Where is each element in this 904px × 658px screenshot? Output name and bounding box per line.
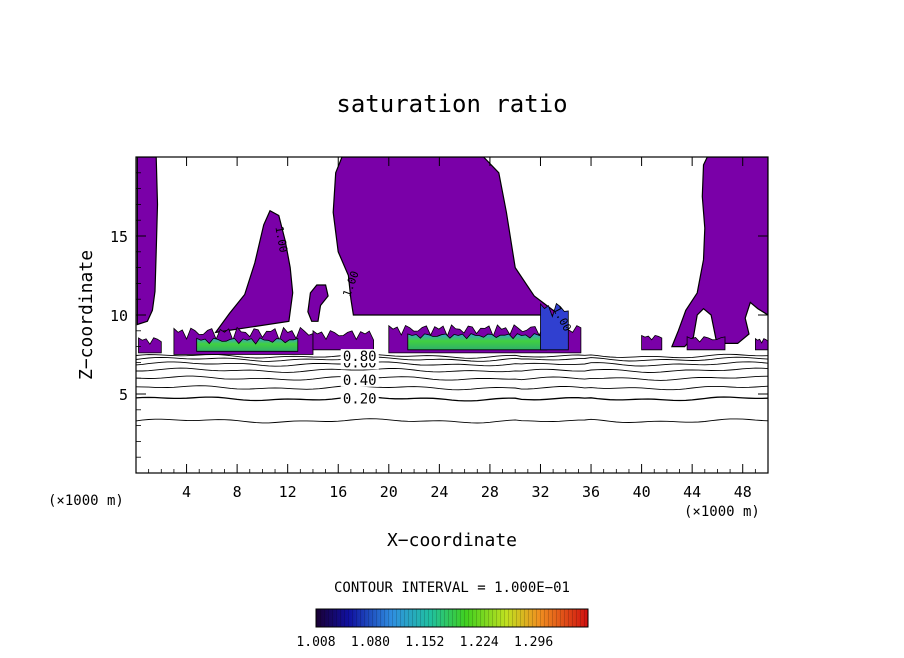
colorbar-ticks (316, 609, 588, 627)
contour-label-bg (340, 349, 379, 364)
contour-line (136, 353, 768, 359)
saturated-region (307, 284, 329, 322)
colorbar-label: 1.224 (460, 635, 499, 650)
y-tick-label: 5 (119, 386, 128, 404)
contour-line (136, 367, 768, 373)
x-unit-right: (×1000 m) (684, 504, 760, 520)
x-tick-label: 12 (279, 483, 297, 501)
x-tick-label: 20 (380, 483, 398, 501)
saturated-region (136, 157, 159, 326)
cloud-core (540, 302, 569, 351)
y-tick-label: 15 (110, 228, 128, 246)
contour-line (136, 418, 768, 424)
colorbar: 1.008 1.080 1.152 1.224 1.296 (296, 608, 589, 650)
colorbar-label: 1.152 (405, 635, 444, 650)
contour-label: 0.40 (343, 373, 377, 389)
x-tick-label: 36 (582, 483, 600, 501)
cloud-patch (686, 336, 726, 351)
saturated-region (671, 157, 768, 348)
cloud-band (138, 302, 768, 355)
contour-label: 0.20 (343, 392, 377, 408)
cloud-patch (138, 337, 162, 354)
colorbar-label: 1.296 (514, 635, 553, 650)
contour-line (136, 375, 768, 381)
contour-line (136, 361, 768, 367)
x-tick-label: 40 (633, 483, 651, 501)
x-tick-label: 16 (329, 483, 347, 501)
contour-label-bg (340, 372, 379, 387)
colorbar-label: 1.008 (296, 635, 335, 650)
x-tick-label: 48 (734, 483, 752, 501)
colorbar-label: 1.080 (351, 635, 390, 650)
contour-line (136, 385, 768, 391)
cloud-patch (641, 334, 663, 351)
x-tick-label: 44 (683, 483, 701, 501)
x-unit-left: (×1000 m) (48, 493, 124, 509)
saturated-region (332, 157, 562, 316)
saturated-regions (136, 157, 768, 348)
colorbar-labels: 1.008 1.080 1.152 1.224 1.296 (296, 635, 553, 650)
x-tick-label: 24 (430, 483, 448, 501)
x-tick-label: 8 (233, 483, 242, 501)
contour-label: 0.80 (343, 349, 377, 365)
contour-label-bg (340, 391, 379, 406)
contour-line (136, 395, 768, 402)
plot-area (136, 157, 768, 424)
cloud-core (407, 333, 548, 351)
x-tick-label: 28 (481, 483, 499, 501)
contour-line (136, 356, 768, 362)
x-tick-label: 32 (531, 483, 549, 501)
y-axis-label: Z−coordinate (76, 250, 97, 380)
saturated-region (214, 209, 294, 334)
chart-title: saturation ratio (336, 90, 567, 118)
x-axis-label: X−coordinate (387, 530, 517, 551)
x-tick-label: 4 (182, 483, 191, 501)
cloud-patch (312, 330, 374, 351)
y-tick-label: 10 (110, 307, 128, 325)
cloud-core (196, 337, 299, 352)
cloud-patch (755, 337, 768, 351)
contour-interval-label: CONTOUR INTERVAL = 1.000E−01 (334, 580, 570, 596)
contour-label: 1.00 (272, 225, 289, 253)
contour-lines (136, 353, 768, 424)
